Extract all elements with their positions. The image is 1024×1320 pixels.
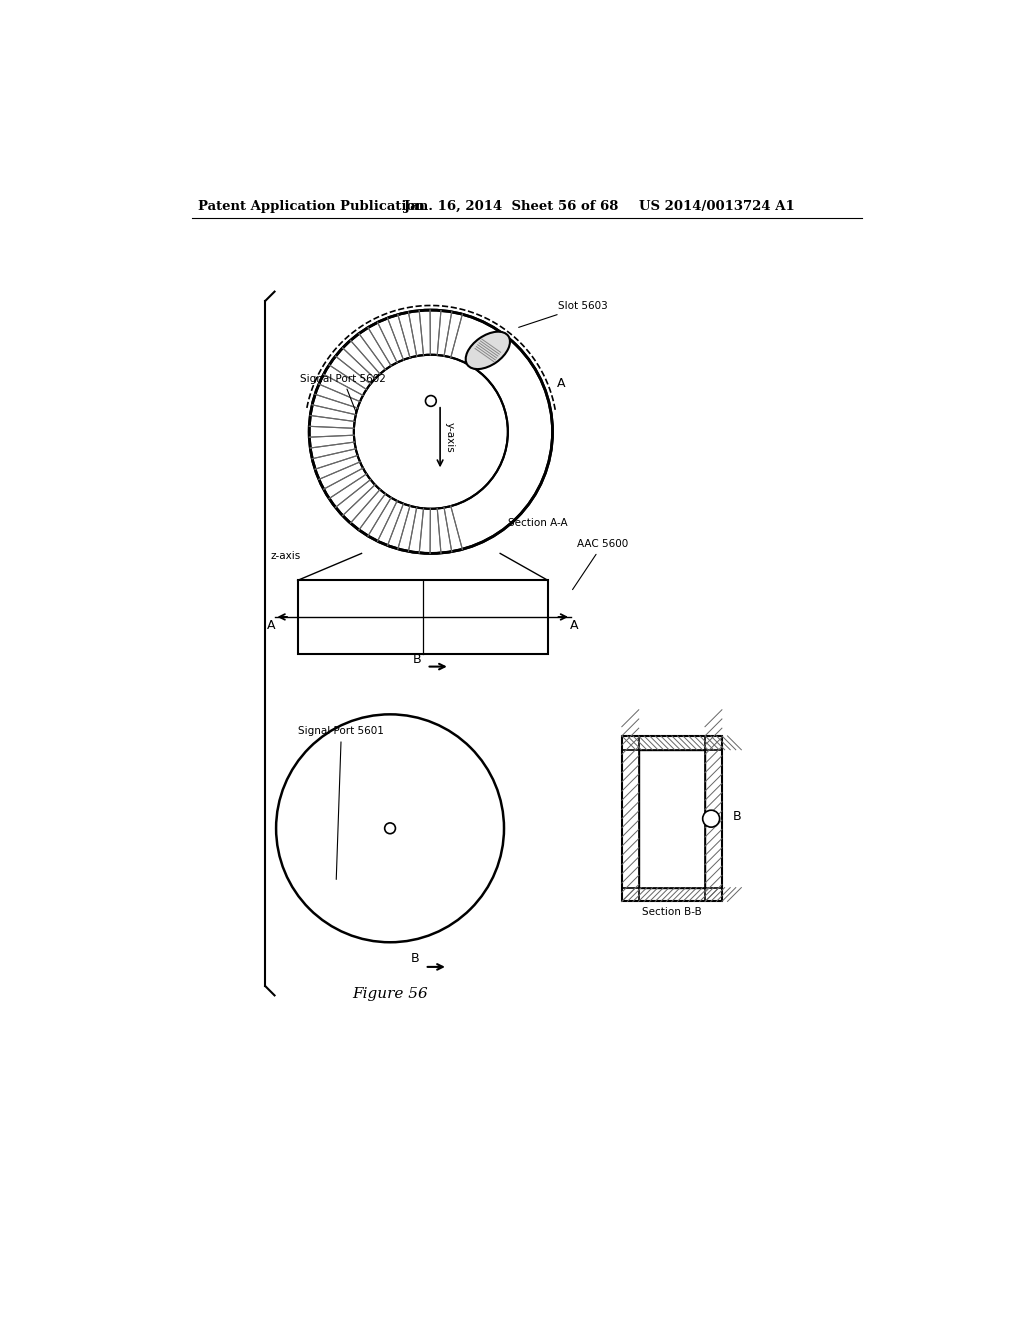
Bar (622, 887, 722, 902)
Text: B: B (413, 653, 422, 665)
Circle shape (276, 714, 504, 942)
Bar (622, 737, 639, 902)
Circle shape (309, 310, 553, 553)
Text: Slot 5603: Slot 5603 (519, 301, 608, 327)
Text: US 2014/0013724 A1: US 2014/0013724 A1 (639, 199, 795, 213)
Text: Jan. 16, 2014  Sheet 56 of 68: Jan. 16, 2014 Sheet 56 of 68 (403, 199, 618, 213)
Text: A: A (557, 376, 565, 389)
Circle shape (702, 810, 720, 828)
Bar (298, 581, 548, 653)
Text: Patent Application Publication: Patent Application Publication (199, 199, 425, 213)
Text: z-axis: z-axis (270, 552, 301, 561)
Circle shape (354, 355, 508, 508)
Text: Figure 56: Figure 56 (352, 987, 428, 1001)
Bar (622, 737, 722, 902)
Text: A: A (267, 619, 275, 632)
Text: Section A-A: Section A-A (508, 519, 567, 528)
Text: Signal Port 5601: Signal Port 5601 (298, 726, 384, 879)
Text: Section B-B: Section B-B (642, 907, 701, 917)
Ellipse shape (466, 331, 510, 370)
Text: Signal Port 5602: Signal Port 5602 (300, 374, 386, 413)
Text: B: B (412, 952, 420, 965)
Bar (622, 737, 722, 750)
Text: y-axis: y-axis (444, 422, 455, 453)
Text: B: B (733, 810, 741, 822)
Text: A: A (569, 619, 579, 632)
Bar (639, 750, 705, 887)
Text: AAC 5600: AAC 5600 (572, 540, 629, 590)
Bar (705, 737, 722, 902)
